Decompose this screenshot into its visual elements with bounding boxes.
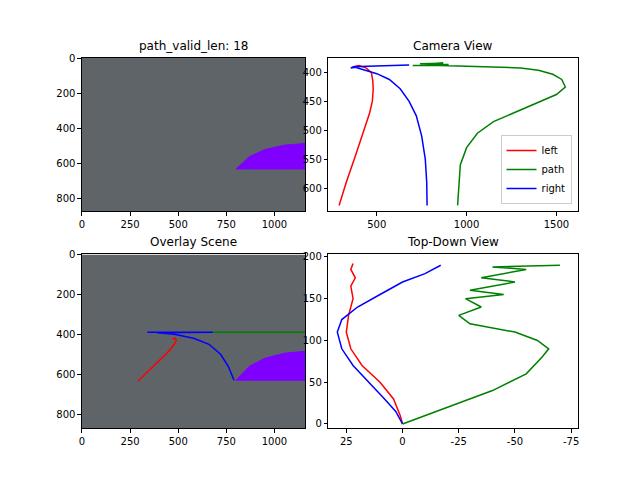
svg-text:500: 500 — [169, 219, 188, 230]
svg-text:500: 500 — [303, 125, 322, 136]
svg-text:600: 600 — [56, 369, 75, 380]
svg-text:500: 500 — [367, 219, 386, 230]
svg-text:50: 50 — [309, 377, 322, 388]
svg-text:100: 100 — [303, 335, 322, 346]
svg-text:150: 150 — [303, 293, 322, 304]
svg-text:1000: 1000 — [454, 219, 479, 230]
svg-text:200: 200 — [303, 251, 322, 262]
svg-text:200: 200 — [56, 88, 75, 99]
svg-text:1000: 1000 — [262, 436, 287, 447]
svg-text:800: 800 — [56, 193, 75, 204]
svg-text:250: 250 — [121, 219, 140, 230]
svg-text:path_valid_len: 18: path_valid_len: 18 — [139, 39, 248, 53]
svg-text:-25: -25 — [451, 436, 467, 447]
svg-text:400: 400 — [56, 329, 75, 340]
svg-text:0: 0 — [79, 436, 85, 447]
svg-text:550: 550 — [303, 154, 322, 165]
svg-text:450: 450 — [303, 96, 322, 107]
svg-text:400: 400 — [303, 67, 322, 78]
svg-text:500: 500 — [169, 436, 188, 447]
svg-text:0: 0 — [79, 219, 85, 230]
svg-text:800: 800 — [56, 409, 75, 420]
svg-text:600: 600 — [56, 158, 75, 169]
svg-text:400: 400 — [56, 123, 75, 134]
svg-text:-50: -50 — [507, 436, 523, 447]
svg-text:250: 250 — [121, 436, 140, 447]
svg-text:1000: 1000 — [262, 219, 287, 230]
svg-text:Camera View: Camera View — [413, 39, 493, 53]
svg-text:600: 600 — [303, 183, 322, 194]
svg-text:Top-Down View: Top-Down View — [407, 235, 499, 249]
svg-text:-75: -75 — [563, 436, 579, 447]
svg-text:1500: 1500 — [544, 219, 569, 230]
svg-text:750: 750 — [217, 219, 236, 230]
svg-text:0: 0 — [69, 53, 75, 64]
svg-text:750: 750 — [217, 436, 236, 447]
svg-text:0: 0 — [399, 436, 405, 447]
svg-text:25: 25 — [340, 436, 353, 447]
svg-text:0: 0 — [315, 418, 321, 429]
svg-text:Overlay Scene: Overlay Scene — [150, 235, 237, 249]
svg-text:path: path — [542, 164, 565, 175]
svg-text:right: right — [542, 183, 566, 194]
svg-text:0: 0 — [69, 249, 75, 260]
svg-text:200: 200 — [56, 289, 75, 300]
svg-text:left: left — [542, 145, 558, 156]
